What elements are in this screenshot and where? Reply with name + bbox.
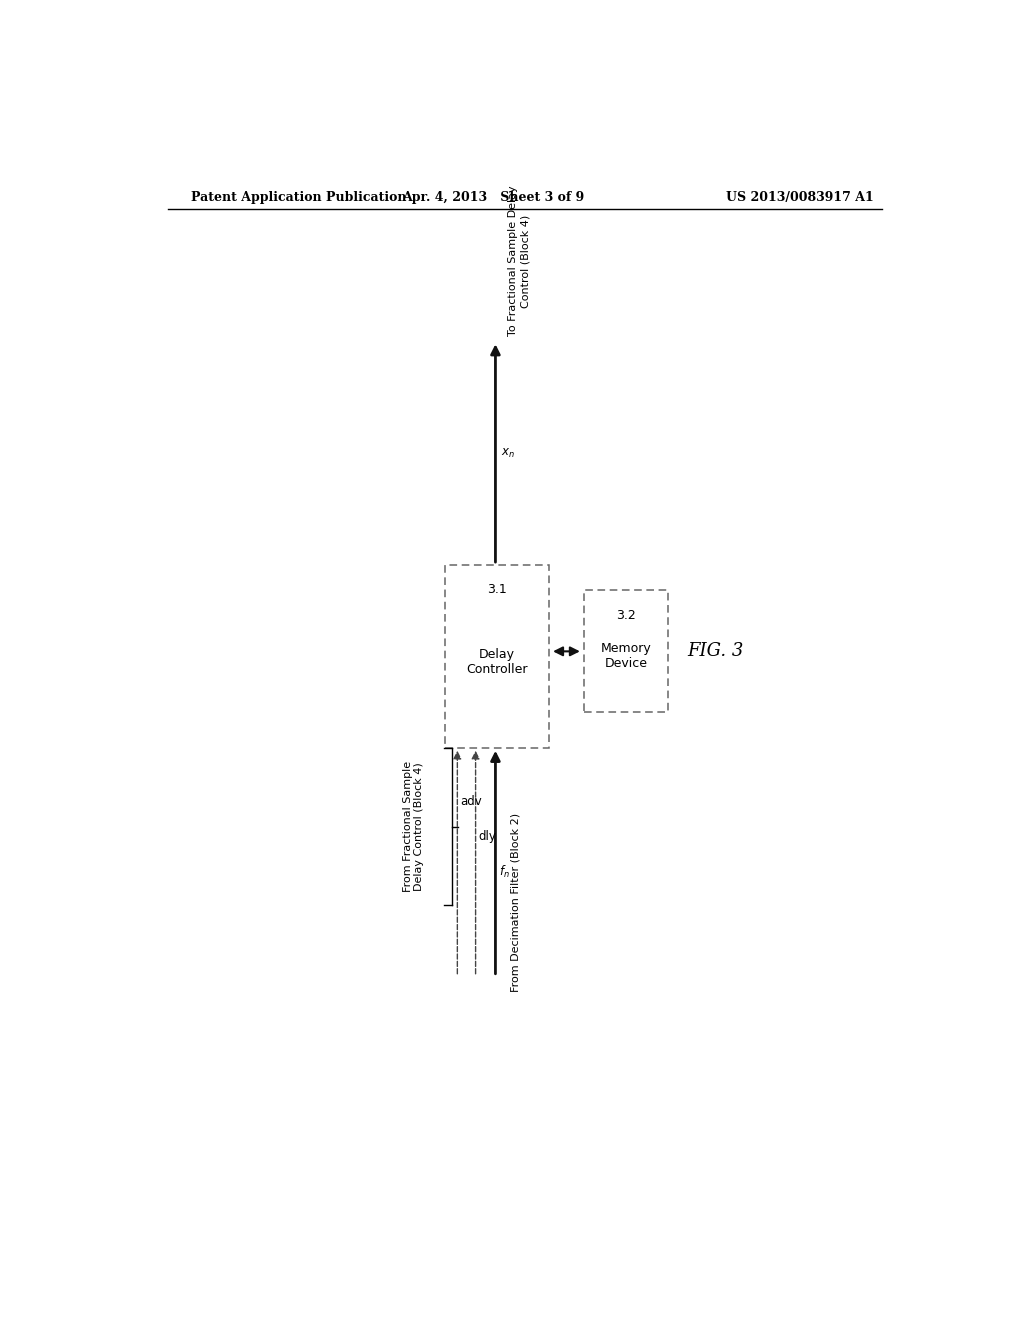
Text: From Decimation Filter (Block 2): From Decimation Filter (Block 2) (510, 813, 520, 993)
Text: Patent Application Publication: Patent Application Publication (191, 190, 407, 203)
Text: $f_n$: $f_n$ (500, 865, 510, 880)
Bar (445, 565, 549, 748)
Text: adv: adv (461, 795, 482, 808)
Text: FIG. 3: FIG. 3 (687, 643, 743, 660)
Text: Memory
Device: Memory Device (601, 643, 651, 671)
Text: US 2013/0083917 A1: US 2013/0083917 A1 (726, 190, 873, 203)
Text: 3.1: 3.1 (487, 583, 507, 597)
Text: From Fractional Sample
Delay Control (Block 4): From Fractional Sample Delay Control (Bl… (402, 762, 425, 892)
Text: 3.2: 3.2 (616, 609, 636, 622)
Text: Delay
Controller: Delay Controller (466, 648, 527, 676)
Text: Apr. 4, 2013   Sheet 3 of 9: Apr. 4, 2013 Sheet 3 of 9 (402, 190, 584, 203)
Text: $x_n$: $x_n$ (501, 446, 515, 459)
Text: dly: dly (479, 830, 497, 843)
Bar (585, 590, 668, 713)
Text: To Fractional Sample Delay
Control (Block 4): To Fractional Sample Delay Control (Bloc… (509, 186, 530, 337)
